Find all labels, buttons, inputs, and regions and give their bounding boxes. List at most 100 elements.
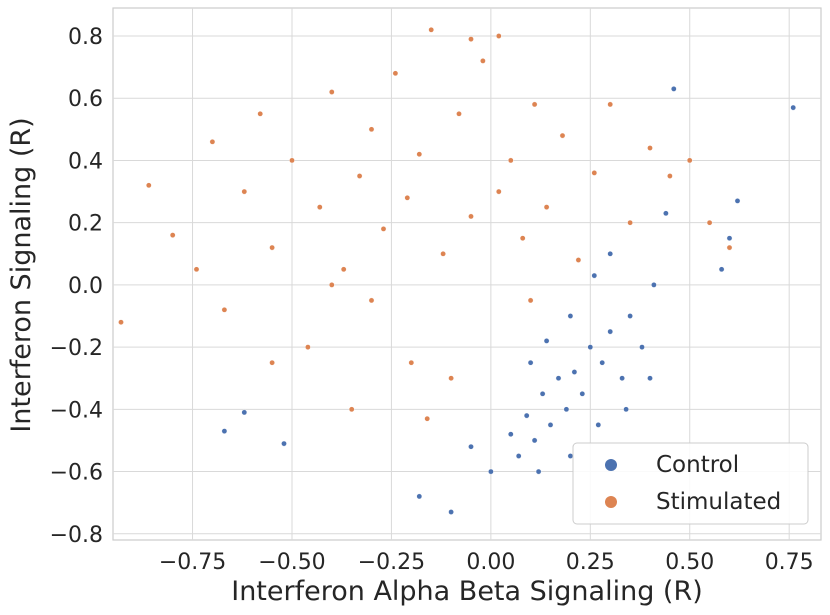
data-point-control bbox=[547, 422, 554, 428]
data-point-stimulated bbox=[145, 182, 152, 189]
x-tick-labels: −0.75 −0.50 −0.25 0.00 0.25 0.50 0.75 bbox=[159, 550, 814, 575]
data-point-stimulated bbox=[706, 219, 713, 226]
data-point-stimulated bbox=[316, 204, 323, 210]
y-tick-label: −0.4 bbox=[50, 398, 103, 423]
x-tick-label: −0.50 bbox=[258, 550, 325, 575]
y-tick-label: −0.2 bbox=[50, 336, 103, 361]
data-point-control bbox=[523, 412, 530, 419]
data-point-stimulated bbox=[519, 235, 526, 241]
data-point-control bbox=[718, 266, 725, 273]
data-point-stimulated bbox=[726, 244, 733, 251]
data-point-control bbox=[591, 272, 598, 279]
data-point-stimulated bbox=[221, 306, 228, 313]
data-point-stimulated bbox=[607, 101, 614, 108]
data-point-stimulated bbox=[328, 282, 335, 288]
data-point-control bbox=[563, 406, 570, 413]
data-point-control bbox=[790, 104, 797, 111]
data-point-stimulated bbox=[408, 359, 415, 366]
data-point-control bbox=[663, 210, 669, 217]
data-point-control bbox=[555, 375, 562, 382]
data-point-stimulated bbox=[559, 132, 566, 139]
data-point-control bbox=[607, 328, 614, 335]
data-point-stimulated bbox=[468, 213, 474, 220]
legend-box bbox=[572, 442, 809, 525]
data-point-control bbox=[468, 443, 474, 450]
data-point-stimulated bbox=[392, 70, 399, 77]
data-point-stimulated bbox=[507, 157, 514, 164]
data-point-control bbox=[651, 282, 657, 288]
data-point-stimulated bbox=[241, 188, 248, 195]
y-tick-label: −0.8 bbox=[50, 523, 103, 548]
data-point-stimulated bbox=[495, 33, 502, 39]
data-point-stimulated bbox=[531, 101, 538, 108]
data-point-control bbox=[567, 313, 574, 319]
data-point-control bbox=[507, 431, 514, 438]
data-point-control bbox=[671, 86, 677, 92]
data-point-control bbox=[281, 440, 287, 447]
data-point-control bbox=[416, 493, 423, 500]
data-point-stimulated bbox=[667, 173, 673, 179]
data-point-stimulated bbox=[424, 415, 431, 422]
data-point-control bbox=[587, 344, 594, 350]
data-point-stimulated bbox=[257, 111, 264, 117]
legend-label-control: Control bbox=[656, 452, 739, 478]
data-point-control bbox=[579, 390, 586, 397]
series-control bbox=[221, 86, 797, 515]
data-point-control bbox=[535, 468, 542, 475]
data-point-stimulated bbox=[269, 359, 275, 366]
data-point-control bbox=[734, 198, 741, 204]
data-point-stimulated bbox=[440, 250, 446, 257]
x-tick-label: 0.50 bbox=[665, 550, 714, 575]
data-point-control bbox=[488, 468, 494, 475]
data-point-stimulated bbox=[468, 36, 474, 42]
data-point-stimulated bbox=[289, 157, 295, 164]
x-tick-label: 0.75 bbox=[765, 550, 814, 575]
data-point-stimulated bbox=[209, 138, 216, 145]
data-point-stimulated bbox=[575, 257, 582, 263]
legend: Control Stimulated bbox=[572, 442, 809, 525]
data-point-stimulated bbox=[368, 126, 375, 133]
data-point-stimulated bbox=[269, 244, 275, 251]
data-point-control bbox=[607, 250, 614, 257]
y-tick-label: 0.4 bbox=[68, 149, 103, 174]
data-point-stimulated bbox=[480, 58, 486, 64]
data-point-stimulated bbox=[305, 344, 311, 350]
x-tick-label: −0.25 bbox=[358, 550, 425, 575]
data-point-stimulated bbox=[543, 204, 550, 210]
data-point-control bbox=[619, 375, 625, 382]
data-point-stimulated bbox=[495, 188, 502, 195]
legend-marker-control bbox=[605, 459, 617, 471]
data-point-stimulated bbox=[328, 89, 335, 95]
data-point-stimulated bbox=[193, 266, 200, 273]
data-point-control bbox=[595, 422, 602, 428]
y-tick-labels: 0.8 0.6 0.4 0.2 0.0 −0.2 −0.4 −0.6 −0.8 bbox=[50, 25, 103, 548]
x-axis-title: Interferon Alpha Beta Signaling (R) bbox=[231, 576, 703, 607]
data-point-stimulated bbox=[404, 194, 411, 201]
legend-label-stimulated: Stimulated bbox=[656, 489, 781, 515]
data-point-stimulated bbox=[428, 26, 435, 33]
data-point-stimulated bbox=[527, 297, 534, 304]
data-point-control bbox=[221, 428, 228, 434]
data-point-stimulated bbox=[456, 111, 462, 117]
data-points bbox=[118, 26, 797, 515]
data-point-control bbox=[726, 235, 733, 241]
data-point-stimulated bbox=[448, 375, 454, 382]
data-point-control bbox=[599, 359, 606, 366]
data-point-control bbox=[527, 359, 534, 366]
series-stimulated bbox=[118, 26, 733, 422]
data-point-control bbox=[639, 344, 645, 350]
data-point-stimulated bbox=[356, 173, 363, 179]
y-axis-title: Interferon Signaling (R) bbox=[6, 117, 37, 432]
data-point-stimulated bbox=[348, 406, 355, 413]
x-tick-label: 0.00 bbox=[466, 550, 515, 575]
data-point-control bbox=[539, 390, 546, 397]
data-point-stimulated bbox=[169, 232, 176, 238]
data-point-stimulated bbox=[368, 297, 375, 304]
data-point-control bbox=[515, 453, 522, 459]
data-point-stimulated bbox=[686, 157, 693, 164]
y-tick-label: 0.8 bbox=[68, 25, 103, 50]
data-point-control bbox=[647, 375, 653, 382]
data-point-control bbox=[627, 313, 633, 319]
